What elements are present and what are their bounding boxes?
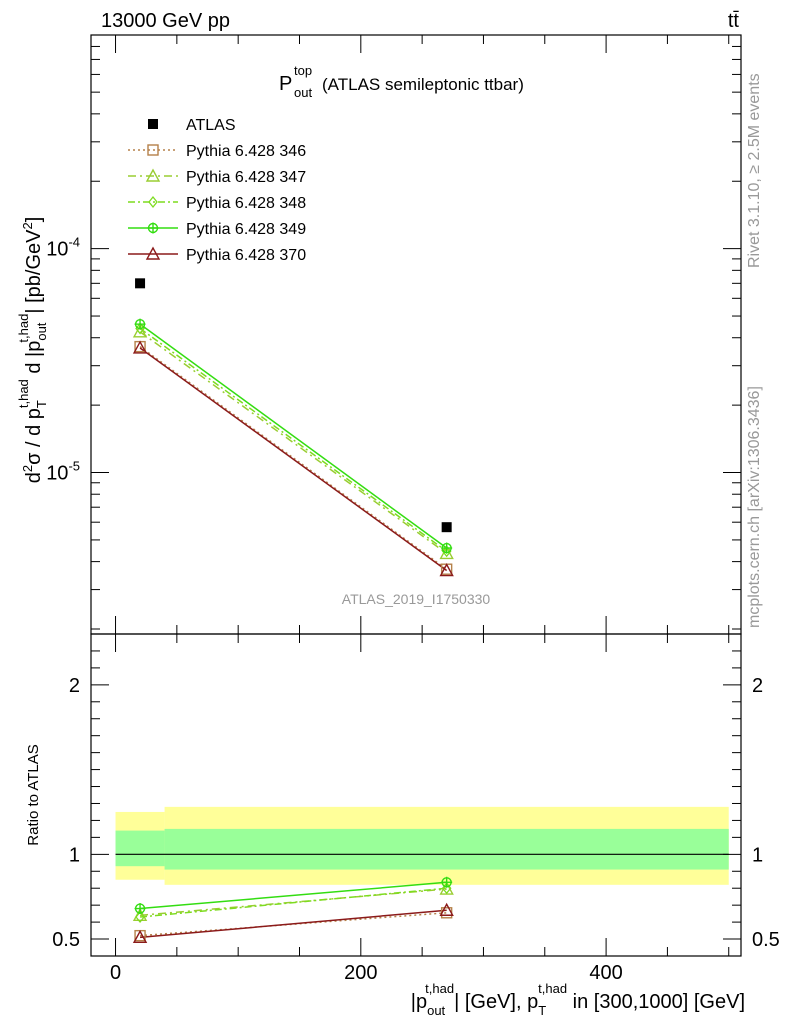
svg-text:|poutt,had| [GeV], pTt,had in: |poutt,had| [GeV], pTt,had in [300,1000]… bbox=[411, 981, 745, 1018]
data-point bbox=[132, 340, 148, 354]
ratio-line bbox=[139, 887, 447, 918]
legend-marker bbox=[148, 119, 158, 129]
lower-y-tick-label-right: 0.5 bbox=[752, 929, 780, 951]
legend-marker bbox=[145, 246, 161, 260]
legend-label: Pythia 6.428 348 bbox=[186, 195, 306, 212]
header-left: 13000 GeV pp bbox=[101, 10, 230, 32]
legend: ATLAS Pythia 6.428 346 Pythia 6.428 347 Pyt… bbox=[128, 117, 306, 264]
ratio-line bbox=[139, 909, 447, 939]
x-axis-label: |poutt,had| [GeV], pTt,had in [300,1000]… bbox=[411, 981, 745, 1018]
ratio-point bbox=[132, 929, 148, 944]
lower-y-tick-label-left: 2 bbox=[69, 675, 80, 697]
lower-y-tick-label-right: 1 bbox=[752, 844, 763, 866]
ratio-line bbox=[140, 912, 447, 937]
data-point bbox=[135, 278, 146, 289]
title-main: P bbox=[279, 73, 292, 95]
legend-label: Pythia 6.428 347 bbox=[186, 169, 306, 186]
data-point bbox=[441, 545, 452, 558]
legend-marker bbox=[147, 222, 159, 234]
upper-y-tick-labels: 10-4 10-5 bbox=[46, 235, 80, 485]
svg-text:d2σ / d pTt,had d |poutt,had|: d2σ / d pTt,had d |poutt,had| [pb/GeV2] bbox=[16, 217, 49, 484]
x-tick-labels: 0 200 400 bbox=[110, 962, 623, 984]
legend-marker bbox=[148, 195, 158, 209]
title-sub: out bbox=[294, 85, 312, 100]
x-tick-label: 0 bbox=[110, 962, 121, 984]
lower-axis-ticks bbox=[91, 633, 741, 957]
lower-y-tick-label-right: 2 bbox=[752, 675, 763, 697]
lower-y-tick-labels: 0.5 0.5 1 1 2 2 bbox=[52, 675, 780, 951]
lower-y-axis-label: Ratio to ATLAS bbox=[25, 744, 42, 845]
lower-y-tick-label-left: 1 bbox=[69, 844, 80, 866]
title-sup: top bbox=[294, 63, 312, 78]
data-point bbox=[134, 318, 146, 330]
ratio-point bbox=[439, 902, 454, 916]
upper-y-tick-label: 10-5 bbox=[46, 459, 80, 485]
legend-label: Pythia 6.428 370 bbox=[186, 247, 306, 264]
lower-y-tick-label-left: 0.5 bbox=[52, 929, 80, 951]
plot-title: P top out (ATLAS semileptonic ttbar) bbox=[279, 63, 524, 100]
upper-axis-ticks bbox=[91, 35, 741, 634]
series-line bbox=[139, 323, 448, 549]
series-line bbox=[139, 346, 448, 570]
legend-label: Pythia 6.428 346 bbox=[186, 143, 306, 160]
uncertainty-band bbox=[115, 830, 165, 867]
ratio-series-markers bbox=[132, 876, 454, 944]
data-point bbox=[441, 522, 452, 533]
legend-label: ATLAS bbox=[186, 117, 236, 134]
ratio-point bbox=[441, 876, 453, 888]
upper-series-lines bbox=[139, 323, 448, 572]
data-point bbox=[441, 542, 453, 554]
title-rest: (ATLAS semileptonic ttbar) bbox=[322, 75, 524, 94]
series-line bbox=[139, 347, 448, 572]
x-tick-label: 200 bbox=[344, 962, 377, 984]
ratio-point bbox=[135, 910, 145, 924]
uncertainty-band bbox=[164, 828, 729, 870]
header-right: tt̄ bbox=[728, 10, 740, 32]
ratio-point bbox=[134, 903, 146, 915]
lower-frame bbox=[90, 633, 742, 957]
analysis-watermark: ATLAS_2019_I1750330 bbox=[342, 591, 491, 607]
lower-plot-frame bbox=[90, 633, 742, 957]
upper-y-tick-label: 10-4 bbox=[46, 235, 80, 261]
data-point bbox=[135, 322, 145, 335]
legend-label: Pythia 6.428 349 bbox=[186, 221, 306, 238]
upper-series-markers bbox=[132, 278, 454, 577]
series-line bbox=[139, 327, 448, 552]
ratio-line bbox=[139, 881, 447, 910]
x-tick-label: 400 bbox=[589, 962, 622, 984]
data-point bbox=[132, 324, 148, 338]
legend-marker bbox=[147, 144, 159, 156]
rivet-version-label: Rivet 3.1.10, ≥ 2.5M events bbox=[746, 73, 763, 268]
upper-y-axis-label: d2σ / d pTt,had d |poutt,had| [pb/GeV2] bbox=[16, 217, 49, 484]
data-point bbox=[439, 563, 454, 577]
series-line bbox=[139, 331, 448, 555]
mcplots-reference-label: mcplots.cern.ch [arXiv:1306.3436] bbox=[746, 386, 763, 628]
ratio-uncertainty-bands bbox=[115, 806, 729, 885]
ratio-series-lines bbox=[139, 881, 447, 939]
legend-marker bbox=[145, 168, 161, 182]
